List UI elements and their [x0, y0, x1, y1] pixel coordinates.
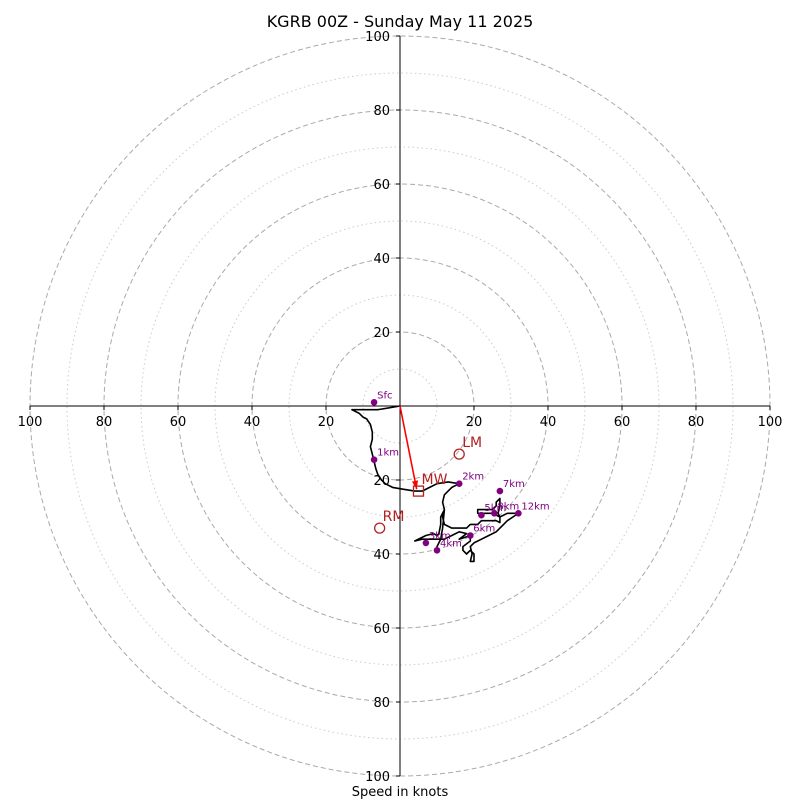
storm-motion-markers: LM RM MW	[373, 435, 482, 534]
y-tick-label-bottom: 20	[373, 474, 390, 489]
height-point	[491, 510, 498, 517]
mean-wind-vector	[399, 405, 419, 490]
x-tick-label: 60	[614, 415, 631, 430]
x-tick-label: 40	[244, 415, 261, 430]
x-tick-label: 80	[96, 415, 113, 430]
y-tick-label-bottom: 40	[373, 548, 390, 563]
height-label: 8km	[497, 501, 519, 512]
x-tick-label: 40	[540, 415, 557, 430]
x-tick-label: 60	[170, 415, 187, 430]
height-point	[467, 532, 474, 539]
x-tick-label: 80	[688, 415, 705, 430]
y-tick-label-bottom: 80	[373, 696, 390, 711]
vector-arrowhead	[411, 480, 419, 490]
height-label: Sfc	[377, 390, 392, 401]
vector-shaft	[399, 405, 418, 490]
motion-label-rm: RM	[383, 509, 405, 525]
x-axis-label: Speed in knots	[352, 785, 449, 800]
motion-label-lm: LM	[462, 435, 482, 451]
height-point	[496, 487, 504, 495]
height-label: 2km	[462, 472, 484, 483]
hodograph-line	[351, 405, 520, 563]
motion-marker-mw	[412, 485, 425, 497]
motion-label-mw: MW	[422, 472, 448, 488]
height-point	[422, 539, 430, 547]
height-point	[478, 511, 485, 519]
y-tick-label-bottom: 60	[373, 622, 390, 637]
height-label: 5km	[484, 503, 506, 514]
tick-labels: 100 80 60 40 20 20 40 60 80 100 20 20 40 40 60 60 80 80 10…	[18, 30, 783, 785]
hodograph-trace	[351, 405, 520, 563]
height-label: 1km	[377, 448, 399, 459]
y-tick-label-top: 100	[365, 30, 390, 45]
height-point	[455, 480, 463, 488]
height-point	[433, 547, 441, 554]
height-label: 12km	[521, 501, 549, 512]
y-tick-label-top: 20	[373, 326, 390, 341]
x-tick-label: 20	[466, 415, 483, 430]
y-tick-label-top: 60	[373, 178, 390, 193]
height-label: 7km	[503, 479, 525, 490]
height-label: 4km	[440, 538, 462, 549]
x-tick-label: 100	[18, 415, 43, 430]
motion-marker-rm	[373, 522, 386, 534]
x-tick-label: 100	[758, 415, 783, 430]
x-tick-label: 20	[318, 415, 335, 430]
y-tick-label-top: 80	[373, 104, 390, 119]
motion-marker-lm	[453, 448, 465, 460]
y-tick-label-top: 40	[373, 252, 390, 267]
height-point	[515, 510, 522, 517]
height-label: 3km	[429, 531, 451, 542]
height-point	[370, 399, 378, 406]
height-label: 6km	[473, 524, 495, 535]
chart-title: KGRB 00Z - Sunday May 11 2025	[267, 12, 534, 31]
height-point	[370, 456, 378, 463]
y-tick-label-bottom: 100	[365, 770, 390, 785]
